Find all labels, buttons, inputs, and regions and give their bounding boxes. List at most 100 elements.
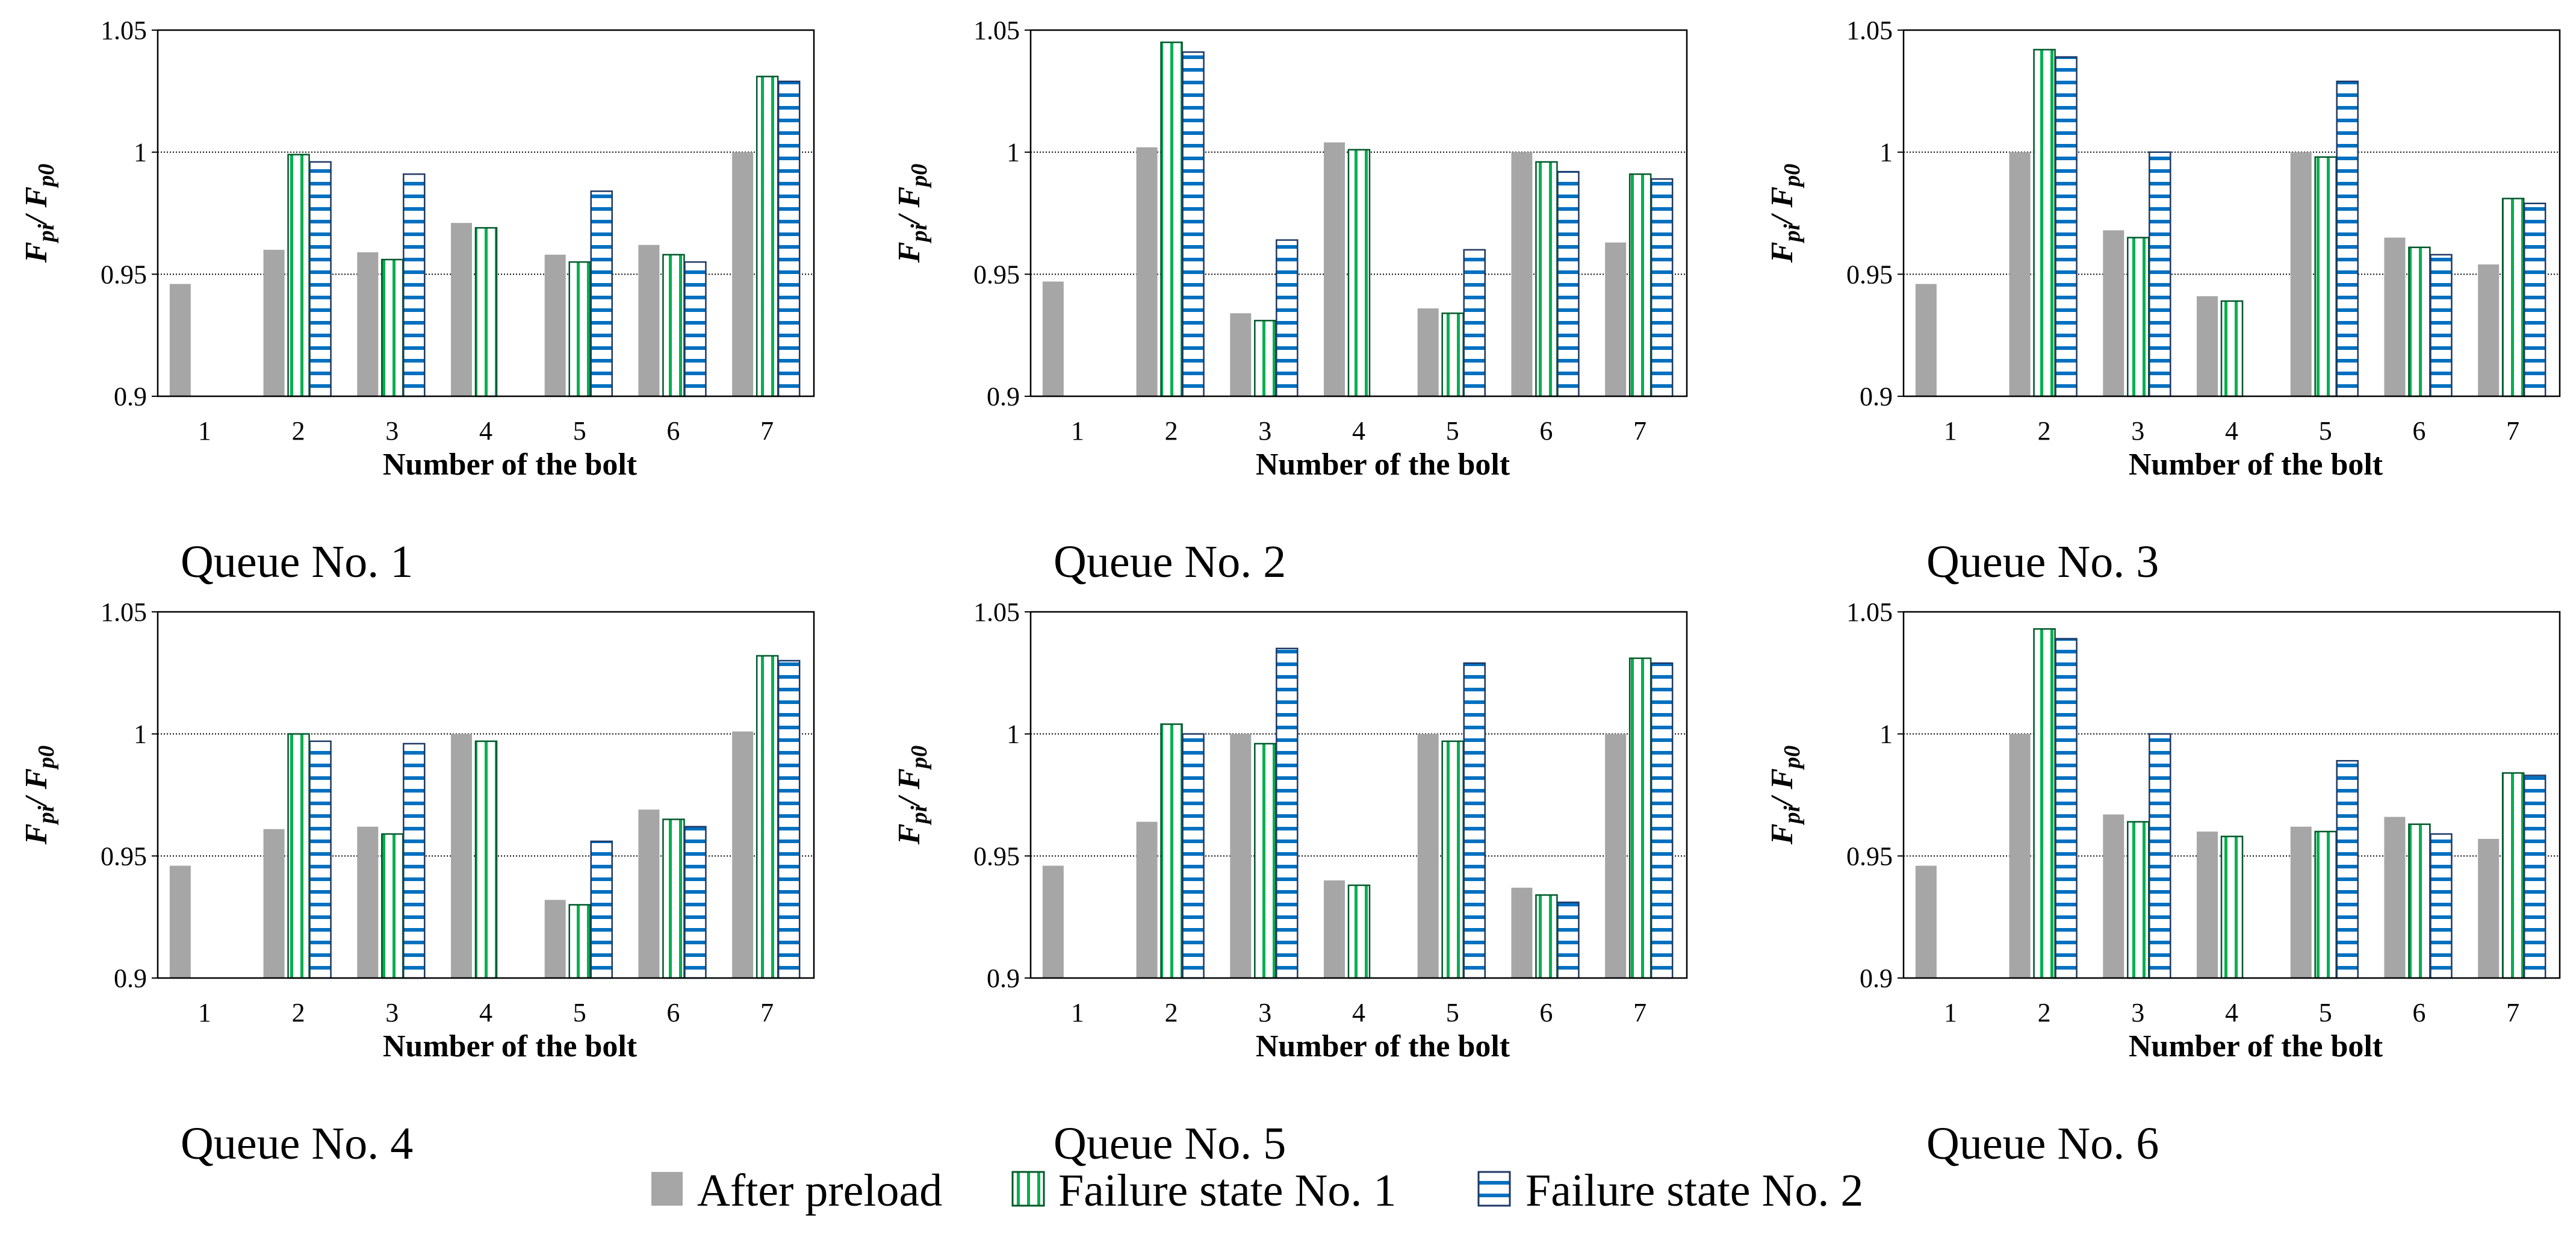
bar-failure2-bolt-3: [2149, 151, 2171, 397]
bar-failure2-bolt-6: [684, 826, 707, 979]
bar-failure2-bolt-2: [2055, 56, 2078, 397]
y-tick-label: 0.9: [1860, 964, 1893, 993]
bar-failure2-bolt-6: [684, 261, 707, 397]
panel-title: Queue No. 2: [1054, 537, 1286, 587]
y-tick-label: 0.9: [1860, 382, 1893, 411]
legend-swatch-after: [651, 1172, 683, 1206]
bar-failure2-bolt-3: [2149, 733, 2171, 979]
x-tick-label: 3: [1258, 416, 1271, 446]
bar-failure2-bolt-6: [2430, 254, 2453, 397]
y-tick-label: 0.95: [1846, 260, 1893, 289]
x-tick-label: 2: [292, 416, 305, 446]
bar-after-bolt-6: [638, 245, 660, 396]
bar-failure1-bolt-7: [2501, 198, 2525, 397]
panel-title: Queue No. 6: [1926, 1118, 2159, 1169]
bar-failure2-bolt-3: [403, 743, 426, 979]
bar-failure1-bolt-7: [1628, 657, 1652, 979]
x-tick-label: 4: [1352, 998, 1365, 1027]
x-tick-label: 2: [292, 998, 305, 1027]
y-tick-label: 1: [1879, 720, 1893, 749]
bar-failure1-bolt-4: [1347, 884, 1371, 979]
chart-panel-6: 0.9 0.95 1 1.05 1 2 3 4 5 6 7 Number of the bolt Fpi…: [1765, 597, 2561, 1169]
bar-after-bolt-3: [1230, 313, 1252, 396]
x-tick-label: 1: [198, 416, 211, 446]
x-tick-label: 2: [2038, 416, 2051, 446]
bar-failure2-bolt-2: [1182, 733, 1205, 979]
y-axis-title: Fpi/ Fp0: [892, 746, 932, 845]
chart-panel-2: 0.9 0.95 1 1.05 1 2 3 4 5 6 7 Number of the bolt Fpi…: [892, 16, 1688, 587]
legend-label-failure2: Failure state No. 2: [1525, 1165, 1863, 1216]
bar-failure1-bolt-5: [568, 904, 591, 979]
x-tick-label: 6: [1539, 998, 1553, 1027]
bar-after-bolt-1: [1042, 281, 1064, 396]
y-tick-label: 0.9: [987, 382, 1020, 411]
x-tick-label: 4: [479, 416, 492, 446]
bar-after-bolt-2: [1136, 821, 1158, 978]
bar-failure1-bolt-3: [1254, 743, 1277, 979]
x-tick-label: 3: [2131, 416, 2144, 446]
bar-after-bolt-5: [2290, 152, 2312, 396]
bar-after-bolt-4: [2197, 831, 2218, 978]
y-tick-label: 0.95: [1846, 841, 1893, 871]
bar-failure1-bolt-4: [474, 227, 498, 397]
plot-area-border: [1902, 29, 2561, 397]
bar-after-bolt-7: [1605, 734, 1627, 978]
y-tick-label: 1: [134, 138, 147, 167]
panel-title: Queue No. 3: [1926, 537, 2159, 587]
bar-failure1-bolt-3: [2127, 821, 2150, 979]
x-tick-label: 7: [2506, 998, 2519, 1027]
bar-failure2-bolt-6: [1557, 902, 1580, 979]
bar-failure1-bolt-3: [381, 258, 404, 397]
x-tick-label: 4: [1352, 416, 1365, 446]
y-tick-label: 1.05: [973, 597, 1020, 627]
bar-after-bolt-5: [544, 900, 566, 978]
bar-after-bolt-4: [1324, 142, 1345, 396]
bar-failure2-bolt-2: [309, 161, 332, 397]
x-tick-label: 6: [1539, 416, 1553, 446]
bar-after-bolt-2: [263, 829, 285, 978]
x-tick-label: 2: [1165, 416, 1178, 446]
bar-after-bolt-3: [357, 826, 379, 978]
bar-failure1-bolt-5: [1441, 740, 1464, 979]
x-axis-title: Number of the bolt: [1256, 1029, 1510, 1064]
y-tick-label: 0.95: [101, 260, 147, 289]
bar-failure1-bolt-6: [662, 818, 685, 979]
bar-after-bolt-3: [2103, 230, 2124, 396]
bar-failure1-bolt-6: [662, 254, 685, 397]
panel-title: Queue No. 4: [181, 1118, 413, 1169]
bar-failure2-bolt-7: [777, 659, 801, 979]
bar-after-bolt-1: [169, 284, 191, 396]
bar-after-bolt-4: [451, 734, 472, 978]
bar-failure1-bolt-2: [1160, 42, 1183, 397]
bar-after-bolt-2: [1136, 147, 1158, 396]
bar-after-bolt-6: [1511, 888, 1533, 978]
legend-label-failure1: Failure state No. 1: [1058, 1165, 1396, 1216]
x-tick-label: 4: [479, 998, 492, 1027]
bar-failure2-bolt-3: [1276, 239, 1299, 397]
y-axis-title: Fpi/ Fp0: [1765, 746, 1805, 845]
x-axis-title: Number of the bolt: [2129, 1029, 2383, 1064]
bar-failure1-bolt-4: [2220, 300, 2244, 397]
bar-failure2-bolt-7: [2523, 774, 2547, 979]
x-tick-label: 6: [2412, 998, 2425, 1027]
bar-failure2-bolt-6: [2430, 833, 2453, 979]
y-tick-label: 0.9: [114, 382, 147, 411]
legend: After preload Failure state No. 1 Failure …: [651, 1165, 1863, 1216]
x-tick-label: 3: [385, 416, 399, 446]
chart-panel-1: 0.9 0.95 1 1.05 1 2 3 4 5 6 7 Number of the bolt Fpi…: [19, 16, 815, 587]
bar-after-bolt-7: [2478, 838, 2500, 978]
x-tick-label: 5: [2319, 998, 2332, 1027]
x-tick-label: 6: [666, 416, 680, 446]
bar-after-bolt-1: [169, 865, 191, 978]
bar-after-bolt-1: [1915, 284, 1937, 396]
bar-after-bolt-5: [544, 254, 566, 396]
bar-after-bolt-3: [2103, 814, 2124, 978]
bar-failure1-bolt-7: [756, 655, 779, 979]
bar-failure2-bolt-2: [2055, 638, 2078, 979]
bar-after-bolt-2: [2009, 734, 2031, 978]
x-tick-label: 1: [1071, 998, 1084, 1027]
plot-area-border: [1029, 611, 1688, 979]
bar-failure2-bolt-7: [1650, 178, 1674, 397]
bar-after-bolt-5: [1417, 308, 1439, 396]
bar-failure2-bolt-2: [309, 740, 332, 979]
